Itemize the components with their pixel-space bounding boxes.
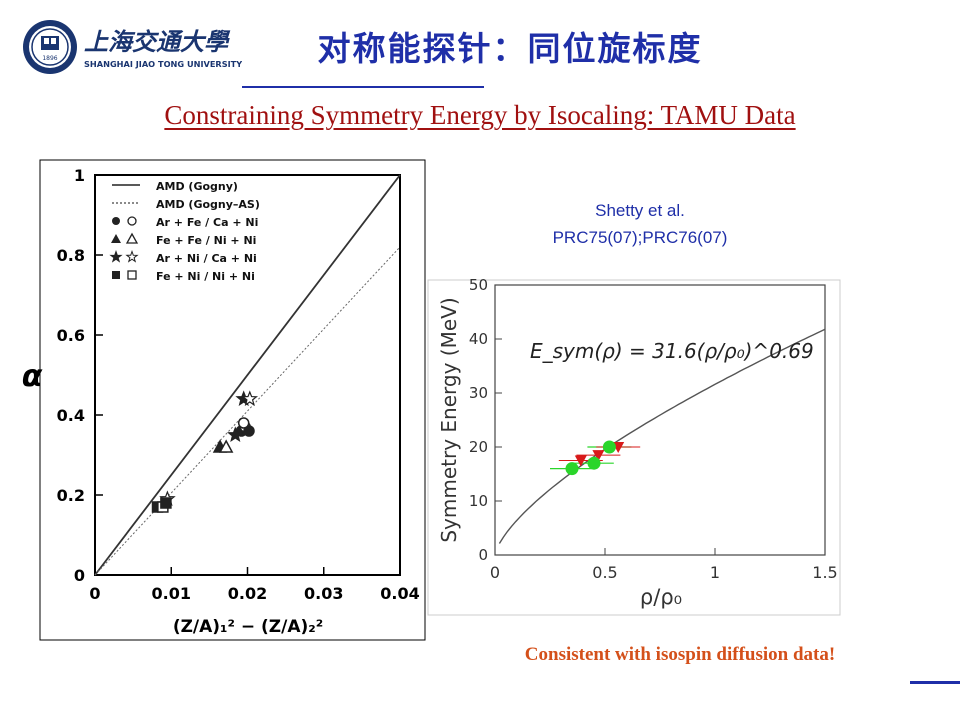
logo-english-name: SHANGHAI JIAO TONG UNIVERSITY — [84, 59, 242, 69]
amd-gogny-line — [94, 174, 401, 576]
data-point-square — [160, 497, 172, 509]
title-underline — [242, 86, 484, 88]
left-y-tick-label: 0.4 — [57, 406, 85, 425]
right-y-tick-label: 10 — [469, 492, 488, 510]
right-y-tick-label: 0 — [478, 546, 488, 564]
data-point-circle — [243, 425, 255, 437]
legend-marker-open — [125, 249, 139, 263]
right-x-tick-label: 1 — [710, 563, 720, 582]
right-y-tick-label: 40 — [469, 330, 488, 348]
data-point-circle — [565, 462, 579, 476]
left-x-axis-label: (Z/A)₁² − (Z/A)₂² — [173, 617, 323, 637]
right-y-tick-label: 50 — [469, 276, 488, 294]
right-x-tick-label: 0 — [490, 563, 500, 582]
right-plot-frame — [494, 284, 826, 556]
left-x-tick-label: 0 — [89, 584, 100, 603]
data-point-star — [241, 390, 259, 407]
left-y-tick-label: 1 — [74, 166, 85, 185]
right-y-tick-label: 30 — [469, 384, 488, 402]
slide-title: 对称能探针：同位旋标度 — [317, 29, 703, 68]
university-logo: 1896 上海交通大學 SHANGHAI JIAO TONG UNIVERSIT… — [23, 20, 242, 74]
legend-label: Fe + Fe / Ni + Ni — [156, 234, 256, 247]
left-x-tick-label: 0.02 — [228, 584, 267, 603]
right-y-tick-label: 20 — [469, 438, 488, 456]
left-x-tick-label: 0.01 — [152, 584, 191, 603]
fit-annotation: E_sym(ρ) = 31.6(ρ/ρ₀)^0.69 — [530, 339, 814, 363]
left-y-tick-label: 0.8 — [57, 246, 85, 265]
conclusion-note: Consistent with isospin diffusion data! — [524, 644, 836, 665]
right-x-tick-label: 0.5 — [592, 563, 617, 582]
legend-label: AMD (Gogny) — [156, 180, 238, 193]
data-point-circle — [237, 417, 250, 429]
legend-marker-filled — [111, 234, 121, 243]
data-point-triangle — [592, 450, 605, 462]
data-point-triangle — [574, 455, 587, 467]
legend-label: Fe + Ni / Ni + Ni — [156, 270, 255, 283]
data-point-circle — [587, 456, 601, 470]
fit-curve — [498, 328, 826, 544]
right-x-tick-label: 1.5 — [812, 563, 837, 582]
citation-authors: Shetty et al. — [595, 201, 685, 220]
legend-marker-open — [127, 216, 137, 226]
legend-marker-filled — [112, 217, 120, 225]
data-point-star — [226, 426, 244, 443]
logo-chinese-name: 上海交通大學 — [84, 28, 231, 56]
citation: Shetty et al. PRC75(07);PRC76(07) — [490, 197, 790, 251]
legend-label: Ar + Ni / Ca + Ni — [156, 252, 257, 265]
left-chart-border — [39, 159, 426, 641]
left-x-tick-label: 0.04 — [380, 584, 419, 603]
left-y-tick-label: 0.2 — [57, 486, 85, 505]
university-seal: 1896 — [23, 20, 77, 74]
footer-rule — [910, 681, 960, 684]
data-point-circle — [602, 440, 616, 454]
citation-journal: PRC75(07);PRC76(07) — [552, 228, 728, 247]
amd-gogny-as-line — [94, 246, 401, 576]
seal-year: 1896 — [42, 55, 57, 62]
right-x-axis-label: ρ/ρ₀ — [640, 585, 682, 609]
legend-marker-filled — [112, 271, 120, 279]
left-y-tick-label: 0.6 — [57, 326, 85, 345]
legend-marker-filled — [109, 249, 123, 263]
slide-subtitle: Constraining Symmetry Energy by Isocalin… — [164, 100, 796, 130]
left-y-axis-label: α — [22, 359, 43, 394]
legend-marker-open — [127, 270, 137, 280]
data-point-triangle — [218, 439, 234, 453]
legend-label: Ar + Fe / Ca + Ni — [156, 216, 258, 229]
right-y-axis-label: Symmetry Energy (MeV) — [437, 297, 461, 542]
left-x-tick-label: 0.03 — [304, 584, 343, 603]
left-y-tick-label: 0 — [74, 566, 85, 585]
legend-marker-open — [125, 232, 139, 244]
legend-label: AMD (Gogny–AS) — [156, 198, 260, 211]
